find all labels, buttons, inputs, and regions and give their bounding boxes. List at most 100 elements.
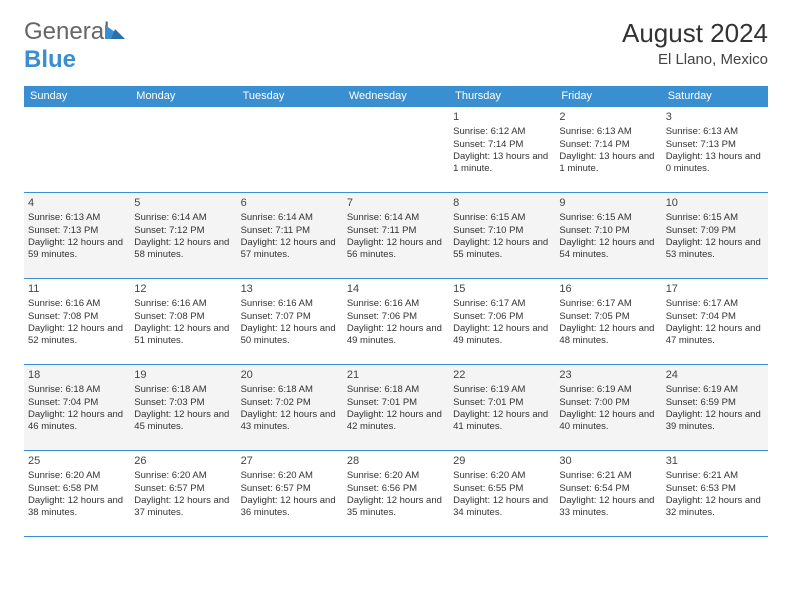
- sunset-text: Sunset: 7:10 PM: [559, 225, 657, 237]
- logo-text-general: General: [24, 18, 109, 45]
- day-number: 1: [453, 110, 551, 124]
- sunrise-text: Sunrise: 6:13 AM: [28, 212, 126, 224]
- sunset-text: Sunset: 6:53 PM: [666, 483, 764, 495]
- daylight-text: Daylight: 12 hours and 46 minutes.: [28, 409, 126, 434]
- sunrise-text: Sunrise: 6:17 AM: [666, 298, 764, 310]
- day-cell-27: 27Sunrise: 6:20 AMSunset: 6:57 PMDayligh…: [237, 451, 343, 537]
- sunrise-text: Sunrise: 6:15 AM: [666, 212, 764, 224]
- sunrise-text: Sunrise: 6:21 AM: [666, 470, 764, 482]
- sunset-text: Sunset: 7:01 PM: [347, 397, 445, 409]
- day-number: 29: [453, 454, 551, 468]
- day-cell-empty: [130, 107, 236, 193]
- daylight-text: Daylight: 12 hours and 33 minutes.: [559, 495, 657, 520]
- daylight-text: Daylight: 12 hours and 48 minutes.: [559, 323, 657, 348]
- sunrise-text: Sunrise: 6:20 AM: [28, 470, 126, 482]
- day-cell-20: 20Sunrise: 6:18 AMSunset: 7:02 PMDayligh…: [237, 365, 343, 451]
- day-header-wednesday: Wednesday: [343, 86, 449, 107]
- sunset-text: Sunset: 6:56 PM: [347, 483, 445, 495]
- calendar-week: 11Sunrise: 6:16 AMSunset: 7:08 PMDayligh…: [24, 279, 768, 365]
- sunset-text: Sunset: 7:10 PM: [453, 225, 551, 237]
- daylight-text: Daylight: 12 hours and 45 minutes.: [134, 409, 232, 434]
- sunrise-text: Sunrise: 6:20 AM: [453, 470, 551, 482]
- daylight-text: Daylight: 12 hours and 35 minutes.: [347, 495, 445, 520]
- sunset-text: Sunset: 7:13 PM: [666, 139, 764, 151]
- sunrise-text: Sunrise: 6:18 AM: [134, 384, 232, 396]
- sunset-text: Sunset: 7:02 PM: [241, 397, 339, 409]
- sunrise-text: Sunrise: 6:17 AM: [453, 298, 551, 310]
- day-number: 12: [134, 282, 232, 296]
- sunset-text: Sunset: 7:11 PM: [241, 225, 339, 237]
- day-header-monday: Monday: [130, 86, 236, 107]
- day-cell-18: 18Sunrise: 6:18 AMSunset: 7:04 PMDayligh…: [24, 365, 130, 451]
- calendar-week: 25Sunrise: 6:20 AMSunset: 6:58 PMDayligh…: [24, 451, 768, 537]
- daylight-text: Daylight: 12 hours and 40 minutes.: [559, 409, 657, 434]
- sunrise-text: Sunrise: 6:18 AM: [241, 384, 339, 396]
- daylight-text: Daylight: 13 hours and 1 minute.: [453, 151, 551, 176]
- day-number: 28: [347, 454, 445, 468]
- daylight-text: Daylight: 12 hours and 53 minutes.: [666, 237, 764, 262]
- sunrise-text: Sunrise: 6:14 AM: [241, 212, 339, 224]
- day-number: 9: [559, 196, 657, 210]
- daylight-text: Daylight: 12 hours and 57 minutes.: [241, 237, 339, 262]
- logo: GeneralBlue: [24, 18, 125, 74]
- day-number: 18: [28, 368, 126, 382]
- sunset-text: Sunset: 7:06 PM: [347, 311, 445, 323]
- sunrise-text: Sunrise: 6:15 AM: [559, 212, 657, 224]
- day-header-friday: Friday: [555, 86, 661, 107]
- sunset-text: Sunset: 6:57 PM: [241, 483, 339, 495]
- sunset-text: Sunset: 7:08 PM: [28, 311, 126, 323]
- day-number: 10: [666, 196, 764, 210]
- day-cell-6: 6Sunrise: 6:14 AMSunset: 7:11 PMDaylight…: [237, 193, 343, 279]
- day-cell-31: 31 Sunrise: 6:21 AMSunset: 6:53 PMDayligh…: [662, 451, 768, 537]
- sunrise-text: Sunrise: 6:16 AM: [347, 298, 445, 310]
- sunrise-text: Sunrise: 6:19 AM: [666, 384, 764, 396]
- sunset-text: Sunset: 7:08 PM: [134, 311, 232, 323]
- sunrise-text: Sunrise: 6:14 AM: [134, 212, 232, 224]
- day-cell-21: 21Sunrise: 6:18 AMSunset: 7:01 PMDayligh…: [343, 365, 449, 451]
- sunset-text: Sunset: 6:59 PM: [666, 397, 764, 409]
- daylight-text: Daylight: 12 hours and 34 minutes.: [453, 495, 551, 520]
- calendar-week: 4Sunrise: 6:13 AMSunset: 7:13 PMDaylight…: [24, 193, 768, 279]
- daylight-text: Daylight: 12 hours and 50 minutes.: [241, 323, 339, 348]
- daylight-text: Daylight: 12 hours and 52 minutes.: [28, 323, 126, 348]
- daylight-text: Daylight: 12 hours and 47 minutes.: [666, 323, 764, 348]
- day-number: 14: [347, 282, 445, 296]
- daylight-text: Daylight: 12 hours and 56 minutes.: [347, 237, 445, 262]
- daylight-text: Daylight: 12 hours and 32 minutes.: [666, 495, 764, 520]
- day-header-row: SundayMondayTuesdayWednesdayThursdayFrid…: [24, 86, 768, 107]
- day-cell-9: 9Sunrise: 6:15 AMSunset: 7:10 PMDaylight…: [555, 193, 661, 279]
- daylight-text: Daylight: 12 hours and 51 minutes.: [134, 323, 232, 348]
- day-cell-16: 16Sunrise: 6:17 AMSunset: 7:05 PMDayligh…: [555, 279, 661, 365]
- day-cell-10: 10Sunrise: 6:15 AMSunset: 7:09 PMDayligh…: [662, 193, 768, 279]
- day-number: 19: [134, 368, 232, 382]
- day-cell-3: 3Sunrise: 6:13 AMSunset: 7:13 PMDaylight…: [662, 107, 768, 193]
- day-cell-22: 22Sunrise: 6:19 AMSunset: 7:01 PMDayligh…: [449, 365, 555, 451]
- day-cell-4: 4Sunrise: 6:13 AMSunset: 7:13 PMDaylight…: [24, 193, 130, 279]
- daylight-text: Daylight: 12 hours and 37 minutes.: [134, 495, 232, 520]
- sunset-text: Sunset: 6:57 PM: [134, 483, 232, 495]
- sunset-text: Sunset: 6:58 PM: [28, 483, 126, 495]
- sunset-text: Sunset: 7:11 PM: [347, 225, 445, 237]
- logo-text-blue: Blue: [24, 46, 76, 73]
- day-cell-14: 14 Sunrise: 6:16 AMSunset: 7:06 PMDayligh…: [343, 279, 449, 365]
- day-cell-empty: [237, 107, 343, 193]
- calendar-week: 18Sunrise: 6:18 AMSunset: 7:04 PMDayligh…: [24, 365, 768, 451]
- day-number: 2: [559, 110, 657, 124]
- sunset-text: Sunset: 6:54 PM: [559, 483, 657, 495]
- sunrise-text: Sunrise: 6:17 AM: [559, 298, 657, 310]
- day-cell-1: 1Sunrise: 6:12 AMSunset: 7:14 PMDaylight…: [449, 107, 555, 193]
- day-cell-17: 17Sunrise: 6:17 AMSunset: 7:04 PMDayligh…: [662, 279, 768, 365]
- day-number: 31: [666, 454, 764, 468]
- sunset-text: Sunset: 7:03 PM: [134, 397, 232, 409]
- day-number: 13: [241, 282, 339, 296]
- day-cell-30: 30Sunrise: 6:21 AMSunset: 6:54 PMDayligh…: [555, 451, 661, 537]
- day-number: 17: [666, 282, 764, 296]
- day-number: 20: [241, 368, 339, 382]
- sunrise-text: Sunrise: 6:16 AM: [241, 298, 339, 310]
- day-cell-8: 8Sunrise: 6:15 AMSunset: 7:10 PMDaylight…: [449, 193, 555, 279]
- daylight-text: Daylight: 12 hours and 42 minutes.: [347, 409, 445, 434]
- daylight-text: Daylight: 12 hours and 49 minutes.: [347, 323, 445, 348]
- sunrise-text: Sunrise: 6:19 AM: [559, 384, 657, 396]
- location: El Llano, Mexico: [622, 51, 768, 68]
- day-cell-7: 7Sunrise: 6:14 AMSunset: 7:11 PMDaylight…: [343, 193, 449, 279]
